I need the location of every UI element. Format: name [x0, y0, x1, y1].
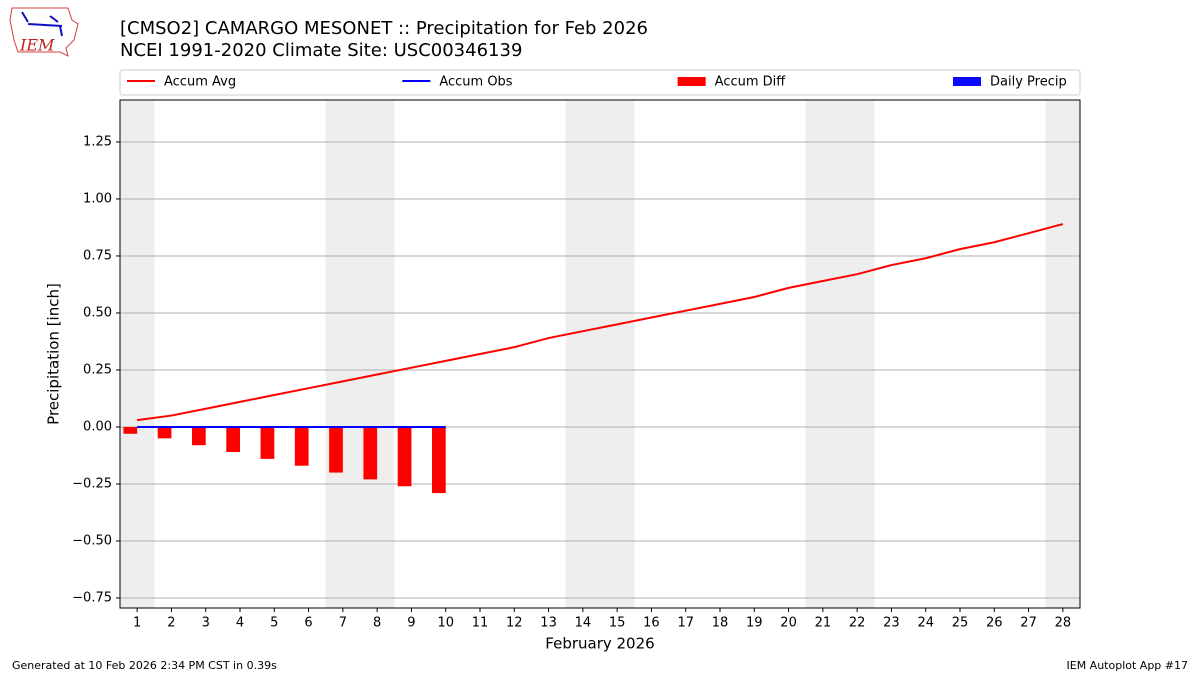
y-tick-label: 1.25	[83, 134, 112, 149]
x-tick-label: 22	[849, 616, 866, 631]
x-tick-label: 6	[304, 616, 312, 631]
legend-label: Daily Precip	[990, 75, 1067, 90]
legend-label: Accum Obs	[439, 75, 512, 90]
x-tick-label: 25	[952, 616, 969, 631]
y-tick-label: −0.25	[72, 476, 112, 491]
x-tick-label: 28	[1055, 616, 1072, 631]
x-tick-label: 15	[609, 616, 626, 631]
y-tick-label: 0.75	[83, 248, 112, 263]
x-tick-label: 4	[236, 616, 244, 631]
x-tick-label: 19	[746, 616, 763, 631]
bar	[294, 426, 309, 466]
x-tick-label: 26	[986, 616, 1003, 631]
x-tick-label: 5	[270, 616, 278, 631]
bar	[260, 426, 275, 459]
bar	[192, 426, 206, 446]
bar	[226, 426, 240, 453]
bar	[397, 426, 412, 487]
y-tick-label: −0.50	[72, 533, 112, 548]
bar	[123, 426, 138, 434]
x-tick-label: 17	[677, 616, 694, 631]
y-tick-label: 0.25	[83, 362, 112, 377]
bar	[157, 426, 172, 439]
x-tick-label: 11	[472, 616, 489, 631]
chart-subtitle: NCEI 1991-2020 Climate Site: USC00346139	[120, 40, 522, 61]
bar	[329, 426, 343, 473]
x-tick-label: 12	[506, 616, 523, 631]
weekend-shade	[325, 100, 395, 608]
x-tick-label: 13	[540, 616, 557, 631]
logo-text: IEM	[19, 36, 55, 55]
y-axis-label: Precipitation [inch]	[45, 283, 63, 425]
legend-swatch	[953, 77, 981, 86]
x-tick-label: 18	[712, 616, 729, 631]
x-tick-label: 3	[202, 616, 210, 631]
x-tick-label: 1	[133, 616, 141, 631]
legend-box	[119, 69, 1081, 96]
x-tick-label: 21	[815, 616, 832, 631]
weekend-shade	[1045, 100, 1080, 608]
bar	[363, 426, 378, 480]
footer-right: IEM Autoplot App #17	[1067, 659, 1189, 672]
y-tick-label: 1.00	[83, 191, 112, 206]
x-tick-label: 14	[575, 616, 592, 631]
x-tick-label: 9	[407, 616, 415, 631]
plot-frame	[119, 99, 1081, 609]
weekend-shade	[120, 100, 155, 608]
y-tick-label: −0.75	[72, 590, 112, 605]
x-tick-label: 23	[883, 616, 900, 631]
x-tick-label: 10	[437, 616, 454, 631]
logo-icon	[21, 11, 63, 37]
x-axis-label: February 2026	[545, 635, 654, 653]
weekend-shade	[565, 100, 635, 608]
footer-left: Generated at 10 Feb 2026 2:34 PM CST in …	[12, 659, 277, 672]
x-tick-label: 16	[643, 616, 660, 631]
legend-label: Accum Diff	[715, 75, 787, 90]
bar	[432, 426, 446, 494]
x-tick-label: 27	[1020, 616, 1037, 631]
x-tick-label: 7	[339, 616, 347, 631]
y-tick-label: 0.00	[83, 419, 112, 434]
x-tick-label: 24	[917, 616, 934, 631]
chart-title: [CMSO2] CAMARGO MESONET :: Precipitation…	[120, 18, 648, 39]
weekend-shade	[805, 100, 875, 608]
logo: IEM	[9, 7, 79, 57]
legend-label: Accum Avg	[164, 75, 236, 90]
x-tick-label: 2	[167, 616, 175, 631]
y-tick-label: 0.50	[83, 305, 112, 320]
legend-swatch	[677, 77, 706, 86]
x-tick-label: 8	[373, 616, 381, 631]
line	[137, 223, 1064, 422]
x-tick-label: 20	[780, 616, 797, 631]
